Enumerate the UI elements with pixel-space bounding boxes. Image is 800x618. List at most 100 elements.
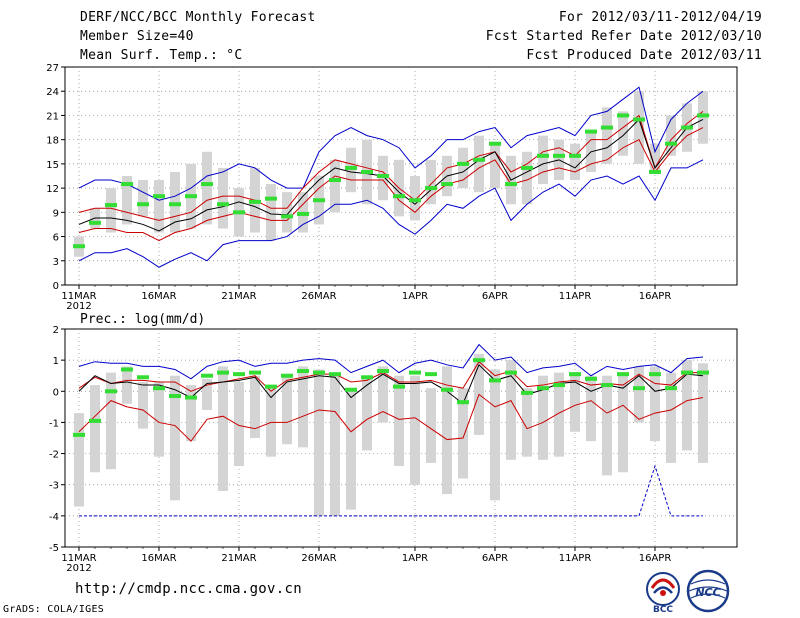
panel1-ytick-label: 0 [53,281,59,292]
panel2-median-marker [489,378,501,383]
panel1-median-marker [361,169,373,174]
panel2-spread-box [426,388,436,463]
panel1-median-marker [185,194,197,199]
panel2-spread-box [410,375,420,485]
ncc-logo-text: NCC [695,586,720,599]
panel2-spread-box [234,381,244,467]
panel1-median-marker [665,141,677,146]
panel1-xtick-label: 6APR [482,291,508,302]
chart-title: DERF/NCC/BCC Monthly Forecast [80,10,316,25]
source-url[interactable]: http://cmdp.ncc.cma.gov.cn [75,581,302,597]
panel2-spread-box [362,375,372,451]
panel1-ensemble-mean-line [78,118,704,232]
panel2-ytick-label: 0 [53,387,59,398]
panel1-spread-box [458,147,468,189]
panel1-median-marker [377,174,389,178]
panel2-spread-box [618,375,628,473]
precip-label: Prec.: log(mm/d) [80,312,205,327]
panel1-median-marker [505,182,517,187]
panel2-spread-box [202,378,212,410]
panel1-spread-box [170,171,180,233]
panel2-median-marker [329,372,341,377]
panel1-xtick-label: 16APR [639,291,672,302]
panel2-spread-box [666,372,676,463]
panel2-upper-spread-line [78,360,703,392]
panel2-xtick-label: 6APR [482,553,508,564]
panel2-median-marker [473,358,485,363]
panel1-ytick-label: 27 [46,63,59,74]
panel2-spread-box [106,372,116,470]
panel1-upper-bound-line [78,86,704,201]
panel1-spread-box [666,115,676,156]
panel1-median-marker [585,129,597,134]
panel1-lower-spread-line [78,127,704,242]
panel2-median-marker [393,384,405,389]
panel1-spread-box [522,151,532,205]
panel1-spread-box [426,159,436,205]
panel2-spread-box [186,385,196,442]
panel1-spread-box [218,167,228,229]
panel2-median-marker [313,370,325,375]
panel2-spread-box [74,413,84,507]
panel2-median-marker [153,386,165,391]
panel1-median-marker [73,244,85,249]
ncc-logo-icon: NCC [686,569,730,613]
panel1-median-marker [409,198,421,203]
panel1-xtick-label: 26MAR [301,291,336,302]
panel1-spread-box [474,135,484,193]
panel1-median-marker [217,202,229,207]
panel1-spread-box [122,176,132,225]
panel2-median-marker [201,373,213,378]
panel1-median-marker [569,153,581,158]
panel1-median-marker [121,182,133,187]
panel1-median-marker [489,141,501,146]
panel2-median-marker [265,384,277,389]
panel1-spread-box [106,188,116,233]
panel1-median-marker [681,125,693,130]
panel1-median-marker [601,125,613,130]
panel2-median-marker [633,386,645,391]
panel1-xtick-label: 21MAR [221,291,256,302]
panel2-median-marker [521,390,533,395]
panel2-spread-box [378,366,388,423]
panel2-spread-box [506,360,516,460]
panel2-xtick-label: 11MAR [61,553,96,564]
panel2-ytick-label: -5 [49,543,59,554]
panel2-ytick-label: -4 [49,512,59,523]
panel1-ytick-label: 12 [46,184,59,195]
panel1-spread-box [490,143,500,189]
grads-credit: GrADS: COLA/IGES [3,604,105,615]
panel2-spread-box [490,369,500,501]
panel2-median-marker [457,400,469,405]
panel1-median-marker [281,214,293,219]
panel2-spread-box [122,366,132,404]
panel2-median-marker [553,383,565,388]
forecast-range: For 2012/03/11-2012/04/19 [558,10,762,25]
panel1-year-label: 2012 [66,301,91,312]
panel1-spread-box [410,176,420,221]
panel2-median-marker [345,387,357,392]
panel1-spread-box [330,159,340,213]
panel1-median-marker [169,202,181,207]
panel2-ytick-label: -3 [49,481,59,492]
member-size: Member Size=40 [80,29,194,44]
panel1-median-marker [201,182,213,187]
panel1-median-marker [633,117,645,122]
panel2-spread-box [458,388,468,479]
panel2-spread-box [138,381,148,429]
panel1-xtick-label: 11MAR [61,291,96,302]
panel1-median-marker [233,210,245,215]
panel2-median-marker [505,370,517,375]
panel2-median-marker [89,418,101,423]
panel1-median-marker [425,186,437,191]
panel2-median-marker [569,372,581,377]
panel1-ytick-label: 6 [53,233,59,244]
panel2-median-marker [297,369,309,374]
panel2-median-marker [137,375,149,380]
panel2-median-marker [697,370,709,375]
panel1-ytick-label: 18 [46,136,59,147]
panel1-median-marker [249,199,261,204]
panel1-ytick-label: 15 [46,160,59,171]
panel2-median-marker [73,432,85,437]
panel2-median-marker [649,372,661,377]
